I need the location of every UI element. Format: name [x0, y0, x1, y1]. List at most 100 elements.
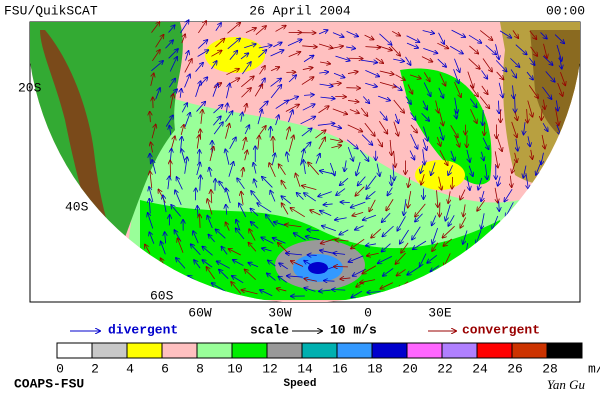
wind-arrow — [180, 89, 181, 98]
wind-arrow — [523, 122, 525, 134]
wind-arrow — [542, 123, 548, 131]
wind-arrow — [180, 20, 188, 34]
wind-arrow — [212, 283, 227, 293]
wind-arrow — [420, 253, 427, 267]
wind-arrow — [308, 255, 317, 256]
wind-arrow — [270, 85, 281, 99]
wind-arrow — [270, 191, 276, 202]
header-time: 00:00 — [546, 3, 585, 18]
wind-arrow — [335, 96, 346, 97]
wind-arrow — [442, 225, 455, 238]
wind-arrow — [213, 116, 221, 126]
wind-arrow — [397, 216, 406, 230]
wind-arrow — [151, 124, 156, 139]
wind-arrow — [245, 150, 248, 161]
wind-arrow — [390, 45, 400, 56]
wind-arrow — [281, 181, 287, 190]
wind-arrow — [395, 113, 398, 123]
wind-arrow — [262, 177, 273, 188]
wind-arrow — [161, 241, 166, 255]
wind-arrow — [258, 50, 266, 58]
wind-arrow — [531, 149, 533, 159]
wind-arrow — [259, 126, 266, 135]
wind-arrow — [301, 128, 312, 137]
wind-arrow — [253, 163, 256, 174]
wind-arrow — [513, 85, 514, 98]
lon-label: 0 — [364, 305, 372, 320]
header-date: 26 April 2004 — [249, 3, 351, 18]
colorbar-tick-label: 14 — [297, 361, 313, 376]
wind-arrow — [431, 162, 436, 175]
wind-arrow — [306, 236, 320, 240]
wind-arrow — [482, 58, 492, 72]
wind-arrow — [200, 214, 201, 228]
wind-arrow — [430, 265, 440, 272]
wind-arrow — [348, 100, 358, 101]
wind-arrow — [498, 100, 499, 114]
wind-arrow — [151, 22, 159, 33]
wind-arrow — [229, 51, 238, 60]
wind-arrow — [227, 23, 241, 34]
wind-arrow — [249, 229, 256, 241]
wind-arrow — [181, 103, 187, 113]
wind-arrow — [492, 215, 499, 229]
wind-arrow — [319, 72, 328, 73]
wind-arrow — [408, 191, 412, 208]
wind-arrow — [351, 201, 366, 207]
wind-arrow — [321, 238, 336, 244]
wind-arrow — [229, 137, 236, 149]
wind-arrow — [332, 126, 341, 128]
wind-arrow — [320, 97, 334, 99]
wind-arrow — [408, 177, 410, 187]
wind-arrow — [438, 176, 442, 190]
wind-arrow — [302, 104, 315, 111]
wind-arrow — [307, 230, 319, 231]
wind-arrow — [294, 233, 306, 241]
wind-arrow — [270, 50, 284, 57]
wind-arrow — [495, 187, 498, 203]
wind-arrow — [378, 120, 387, 134]
wind-arrow — [302, 186, 317, 191]
wind-arrow — [394, 150, 396, 167]
wind-arrow — [287, 152, 289, 163]
wind-arrow — [260, 290, 273, 297]
wind-arrow — [335, 55, 349, 61]
wind-arrow — [291, 261, 304, 267]
wind-arrow — [273, 42, 281, 48]
wind-arrow — [407, 265, 421, 275]
wind-arrow — [240, 53, 248, 60]
wind-arrow — [149, 187, 154, 203]
wind-arrow — [526, 71, 533, 80]
wind-arrow — [318, 106, 328, 114]
wind-arrow — [405, 56, 410, 65]
wind-arrow — [226, 103, 227, 113]
wind-arrow — [340, 177, 349, 185]
wind-arrow — [319, 290, 331, 291]
wind-arrow — [295, 174, 301, 187]
wind-arrow — [329, 162, 334, 176]
wind-arrow — [448, 215, 455, 226]
lat-label: 60S — [150, 288, 174, 303]
wind-arrow — [275, 100, 288, 109]
wind-arrow — [207, 199, 213, 215]
wind-arrow — [318, 43, 333, 48]
wind-arrow — [244, 44, 256, 49]
wind-arrow — [528, 84, 538, 98]
wind-arrow — [504, 188, 513, 201]
lon-label: 30W — [268, 305, 292, 320]
wind-arrow — [376, 45, 392, 51]
wind-arrow — [409, 150, 414, 160]
wind-arrow — [248, 243, 257, 252]
wind-arrow — [258, 45, 272, 48]
wind-arrow — [496, 136, 502, 152]
wind-arrow — [199, 150, 200, 164]
wind-arrow — [543, 43, 548, 58]
wind-arrow — [467, 71, 474, 88]
wind-arrow — [438, 87, 444, 98]
wind-arrow — [386, 199, 394, 210]
wind-arrow — [412, 226, 421, 240]
wind-arrow — [344, 160, 346, 171]
wind-arrow — [244, 125, 249, 135]
wind-arrow — [407, 84, 412, 93]
wind-arrow — [498, 82, 503, 98]
